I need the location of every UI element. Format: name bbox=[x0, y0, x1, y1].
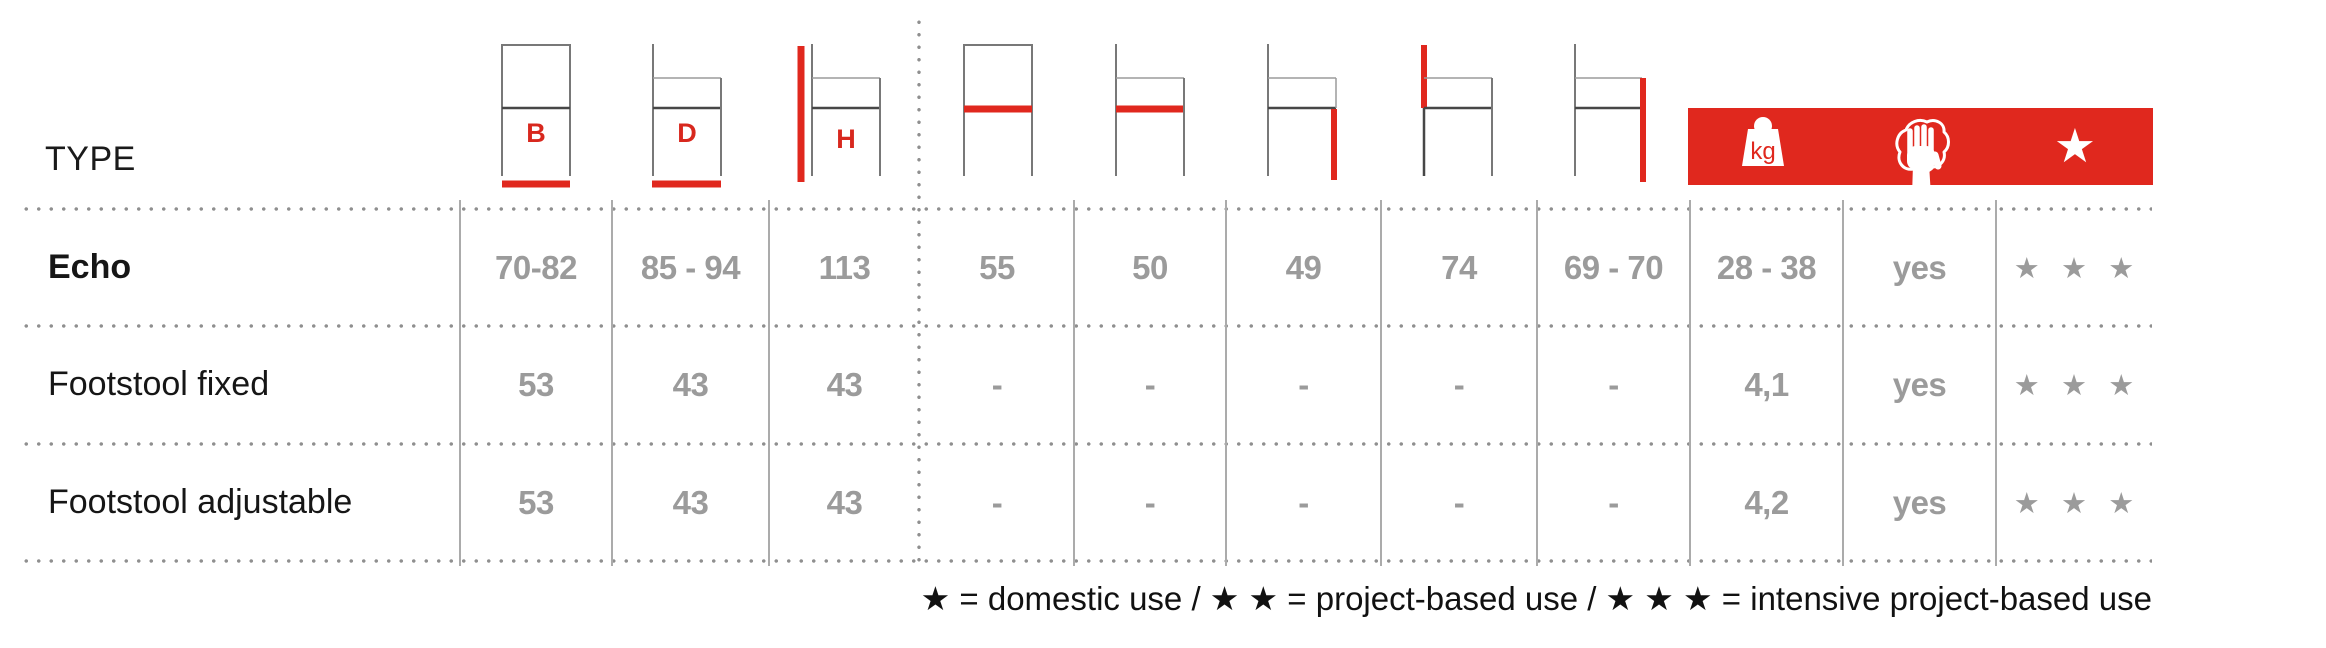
rating-stars: ★ ★ ★ bbox=[2013, 485, 2141, 520]
armrest-height-icon bbox=[1572, 42, 1648, 190]
spec-cell: 53 bbox=[518, 365, 554, 403]
row-label: Footstool fixed bbox=[48, 365, 270, 403]
dimension-letter: B bbox=[526, 118, 546, 148]
spec-cell: 43 bbox=[826, 365, 863, 403]
rating-stars: ★ ★ ★ bbox=[2013, 367, 2141, 402]
column-divider bbox=[1842, 200, 1844, 566]
spec-cell: 53 bbox=[518, 483, 554, 521]
spec-cell: - bbox=[991, 483, 1003, 521]
column-divider bbox=[1995, 200, 1997, 566]
spec-cell: yes bbox=[1892, 483, 1947, 521]
spec-cell: - bbox=[1453, 483, 1465, 521]
row-divider bbox=[20, 442, 2152, 446]
spec-cell: 55 bbox=[979, 248, 1015, 286]
spec-cell: - bbox=[1298, 483, 1309, 521]
spec-cell: - bbox=[1298, 365, 1309, 403]
spec-cell: 74 bbox=[1441, 248, 1477, 286]
dimension-letter: H bbox=[836, 124, 856, 154]
spec-cell: 69 - 70 bbox=[1563, 248, 1664, 286]
spec-cell: - bbox=[1144, 483, 1156, 521]
spec-cell: 43 bbox=[672, 483, 709, 521]
cleaning-hand-icon bbox=[1895, 118, 1950, 196]
column-divider bbox=[611, 200, 613, 566]
column-divider bbox=[768, 200, 770, 566]
spec-cell: - bbox=[991, 365, 1003, 403]
spec-cell: 70-82 bbox=[495, 248, 577, 286]
row-divider bbox=[20, 324, 2152, 328]
usage-star-icon: ★ bbox=[2053, 119, 2097, 174]
badge-banner: kg ★ bbox=[1688, 108, 2153, 196]
spec-cell: 49 bbox=[1285, 248, 1322, 286]
column-divider bbox=[1689, 200, 1691, 566]
spec-cell: - bbox=[1608, 483, 1619, 521]
spec-cell: yes bbox=[1892, 365, 1947, 403]
row-divider bbox=[20, 207, 2152, 211]
spec-cell: - bbox=[1453, 365, 1465, 403]
type-column-header: TYPE bbox=[45, 140, 136, 178]
overall-depth-icon: D bbox=[650, 42, 724, 190]
column-divider bbox=[1073, 200, 1075, 566]
spec-cell: 4,1 bbox=[1744, 365, 1789, 403]
overall-height-icon: H bbox=[795, 42, 883, 190]
dimension-letter: D bbox=[677, 118, 697, 148]
seat-height-icon bbox=[1265, 42, 1339, 190]
spec-cell: 43 bbox=[672, 365, 709, 403]
seat-depth-icon bbox=[1113, 42, 1187, 190]
column-divider bbox=[1536, 200, 1538, 566]
spec-cell: 28 - 38 bbox=[1716, 248, 1817, 286]
spec-cell: 85 - 94 bbox=[640, 248, 741, 286]
spec-cell: - bbox=[1144, 365, 1156, 403]
row-divider bbox=[20, 559, 2152, 563]
spec-cell: 43 bbox=[826, 483, 863, 521]
dotted-column-divider bbox=[917, 16, 921, 563]
row-label: Footstool adjustable bbox=[48, 483, 353, 521]
weight-kg-label: kg bbox=[1750, 138, 1776, 165]
spec-cell: yes bbox=[1892, 248, 1947, 286]
spec-cell: 4,2 bbox=[1744, 483, 1789, 521]
row-label: Echo bbox=[48, 248, 132, 286]
back-height-icon bbox=[1419, 42, 1495, 190]
column-divider bbox=[1380, 200, 1382, 566]
spec-cell: 113 bbox=[818, 248, 871, 286]
spec-cell: 50 bbox=[1132, 248, 1168, 286]
overall-width-icon: B bbox=[499, 42, 573, 190]
rating-stars: ★ ★ ★ bbox=[2013, 250, 2141, 285]
weight-kg-icon bbox=[1742, 117, 1784, 166]
star-rating-legend: ★ = domestic use / ★ ★ = project-based u… bbox=[920, 580, 2152, 617]
column-divider bbox=[1225, 200, 1227, 566]
spec-cell: - bbox=[1608, 365, 1619, 403]
column-divider bbox=[459, 200, 461, 566]
seat-width-icon bbox=[961, 42, 1035, 190]
